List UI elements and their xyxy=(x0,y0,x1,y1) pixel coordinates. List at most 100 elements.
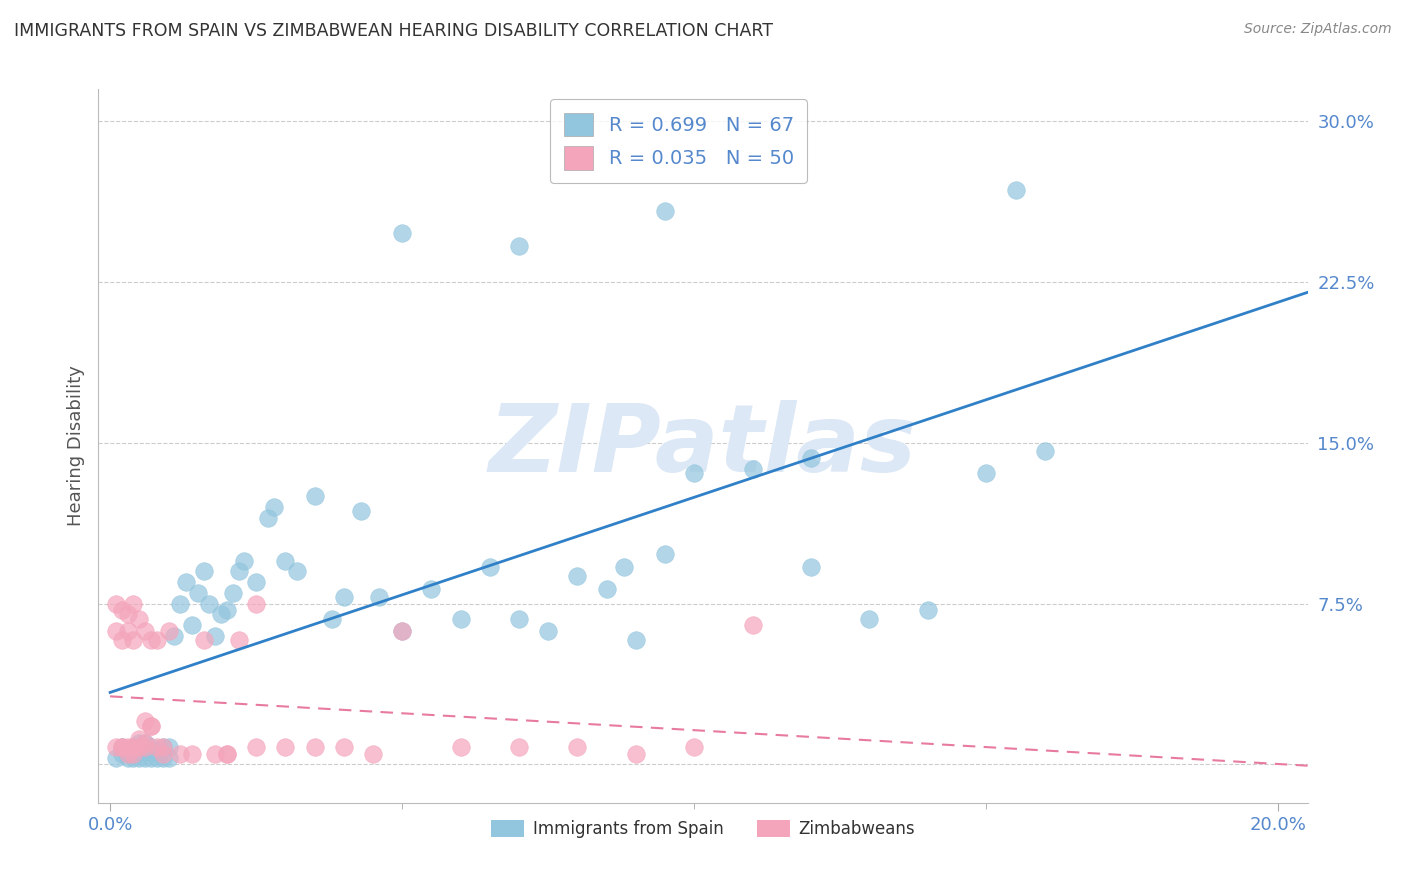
Point xyxy=(228,632,250,647)
Point xyxy=(508,611,530,625)
Y-axis label: Hearing Disability: Hearing Disability xyxy=(66,366,84,526)
Point xyxy=(204,747,226,761)
Point xyxy=(104,751,127,765)
Point xyxy=(332,740,354,755)
Point xyxy=(204,629,226,643)
Point xyxy=(134,740,156,755)
Point xyxy=(187,586,209,600)
Point xyxy=(858,611,880,625)
Point xyxy=(111,740,134,755)
Point xyxy=(128,744,150,758)
Point xyxy=(139,719,162,733)
Point xyxy=(134,624,156,639)
Point xyxy=(391,624,413,639)
Point xyxy=(128,740,150,755)
Point xyxy=(245,597,267,611)
Point xyxy=(111,740,134,755)
Point xyxy=(128,736,150,750)
Point xyxy=(122,740,145,755)
Point xyxy=(567,568,589,582)
Point xyxy=(304,740,326,755)
Point xyxy=(245,575,267,590)
Point xyxy=(117,740,139,755)
Point xyxy=(122,747,145,761)
Point xyxy=(321,611,343,625)
Point xyxy=(741,461,763,475)
Point xyxy=(104,624,127,639)
Point xyxy=(215,747,238,761)
Point xyxy=(104,597,127,611)
Point xyxy=(122,597,145,611)
Point xyxy=(174,575,197,590)
Point xyxy=(391,624,413,639)
Point xyxy=(122,751,145,765)
Point xyxy=(152,740,174,755)
Point xyxy=(104,740,127,755)
Legend: Immigrants from Spain, Zimbabweans: Immigrants from Spain, Zimbabweans xyxy=(484,813,922,845)
Point xyxy=(128,751,150,765)
Point xyxy=(122,740,145,755)
Point xyxy=(361,747,384,761)
Point xyxy=(209,607,232,622)
Point xyxy=(134,744,156,758)
Point xyxy=(274,740,297,755)
Point xyxy=(256,510,278,524)
Point xyxy=(233,554,256,568)
Point xyxy=(654,547,676,561)
Point xyxy=(222,586,245,600)
Point xyxy=(193,632,215,647)
Point xyxy=(304,489,326,503)
Point xyxy=(180,618,202,632)
Text: IMMIGRANTS FROM SPAIN VS ZIMBABWEAN HEARING DISABILITY CORRELATION CHART: IMMIGRANTS FROM SPAIN VS ZIMBABWEAN HEAR… xyxy=(14,22,773,40)
Point xyxy=(152,747,174,761)
Point xyxy=(683,740,706,755)
Point xyxy=(198,597,221,611)
Point xyxy=(128,731,150,746)
Point xyxy=(613,560,636,574)
Point xyxy=(450,611,472,625)
Point xyxy=(508,740,530,755)
Point xyxy=(146,744,169,758)
Point xyxy=(134,736,156,750)
Point xyxy=(128,611,150,625)
Point xyxy=(146,740,169,755)
Text: Source: ZipAtlas.com: Source: ZipAtlas.com xyxy=(1244,22,1392,37)
Point xyxy=(215,747,238,761)
Point xyxy=(263,500,285,514)
Point xyxy=(478,560,501,574)
Point xyxy=(169,747,191,761)
Point xyxy=(274,554,297,568)
Point xyxy=(169,597,191,611)
Point xyxy=(117,747,139,761)
Point xyxy=(163,629,186,643)
Point xyxy=(146,751,169,765)
Point xyxy=(193,565,215,579)
Point xyxy=(450,740,472,755)
Point xyxy=(1004,183,1026,197)
Point xyxy=(1033,444,1056,458)
Point xyxy=(624,747,647,761)
Point xyxy=(595,582,617,596)
Point xyxy=(111,747,134,761)
Point xyxy=(134,714,156,729)
Point xyxy=(683,466,706,480)
Text: ZIPatlas: ZIPatlas xyxy=(489,400,917,492)
Point xyxy=(157,740,180,755)
Point xyxy=(139,632,162,647)
Point xyxy=(152,751,174,765)
Point xyxy=(800,560,823,574)
Point xyxy=(111,632,134,647)
Point xyxy=(420,582,443,596)
Point xyxy=(146,632,169,647)
Point xyxy=(537,624,560,639)
Point xyxy=(152,740,174,755)
Point xyxy=(180,747,202,761)
Point xyxy=(285,565,308,579)
Point xyxy=(624,632,647,647)
Point xyxy=(117,607,139,622)
Point xyxy=(134,736,156,750)
Point xyxy=(139,719,162,733)
Point xyxy=(215,603,238,617)
Point xyxy=(157,624,180,639)
Point xyxy=(567,740,589,755)
